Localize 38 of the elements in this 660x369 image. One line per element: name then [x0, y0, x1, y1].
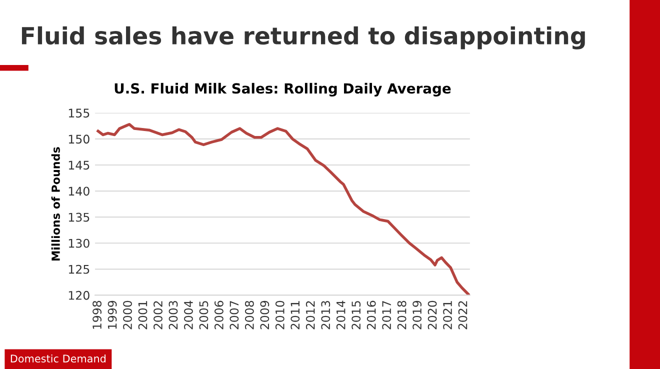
x-tick-label: 2013	[321, 301, 330, 330]
y-tick-label: 155	[68, 108, 90, 118]
x-tick-label: 2016	[366, 300, 376, 330]
x-tick-label: 2022	[458, 301, 468, 330]
y-axis-title: Millions of Pounds	[51, 147, 60, 260]
y-tick-label: 120	[68, 290, 90, 300]
x-tick-label: 2006	[214, 300, 224, 330]
x-tick-label: 2000	[123, 300, 132, 330]
x-tick-label: 2008	[244, 300, 254, 330]
line-series	[96, 122, 470, 296]
x-tick-label: 2002	[154, 301, 162, 330]
x-tick-label: 2011	[290, 301, 300, 330]
x-tick-label: 2018	[397, 300, 406, 330]
y-tick-label: 140	[68, 186, 90, 196]
chart-subtitle: U.S. Fluid Milk Sales: Rolling Daily Average	[114, 82, 451, 96]
x-tick-label: 2007	[230, 301, 239, 330]
text: Domestic Demand	[10, 354, 106, 363]
x-tick-label: 1998	[92, 300, 102, 329]
chart-title: Fluid sales have returned to disappointing	[22, 26, 585, 50]
x-tick-label: 2004	[184, 300, 193, 330]
y-tick-label: 135	[68, 212, 90, 222]
x-tick-label: 2021	[443, 301, 452, 330]
y-tick-label: 125	[68, 264, 90, 274]
x-tick-label: 2010	[275, 300, 284, 330]
x-tick-label: 1999	[108, 300, 117, 329]
x-tick-label: 2001	[138, 301, 148, 330]
x-tick-label: 2015	[352, 301, 361, 330]
y-tick-label: 150	[68, 134, 90, 144]
x-tick-label: 2003	[168, 301, 178, 330]
x-tick-label: 2019	[412, 300, 422, 330]
x-tick-label: 2017	[382, 301, 392, 330]
x-tick-label: 2012	[306, 301, 315, 330]
x-tick-label: 2009	[260, 300, 270, 330]
x-tick-label: 2014	[336, 300, 346, 330]
x-tick-label: 2020	[428, 300, 437, 330]
y-tick-label: 145	[68, 160, 90, 170]
y-tick-label: 130	[68, 238, 90, 248]
x-tick-label: 2005	[199, 301, 208, 330]
